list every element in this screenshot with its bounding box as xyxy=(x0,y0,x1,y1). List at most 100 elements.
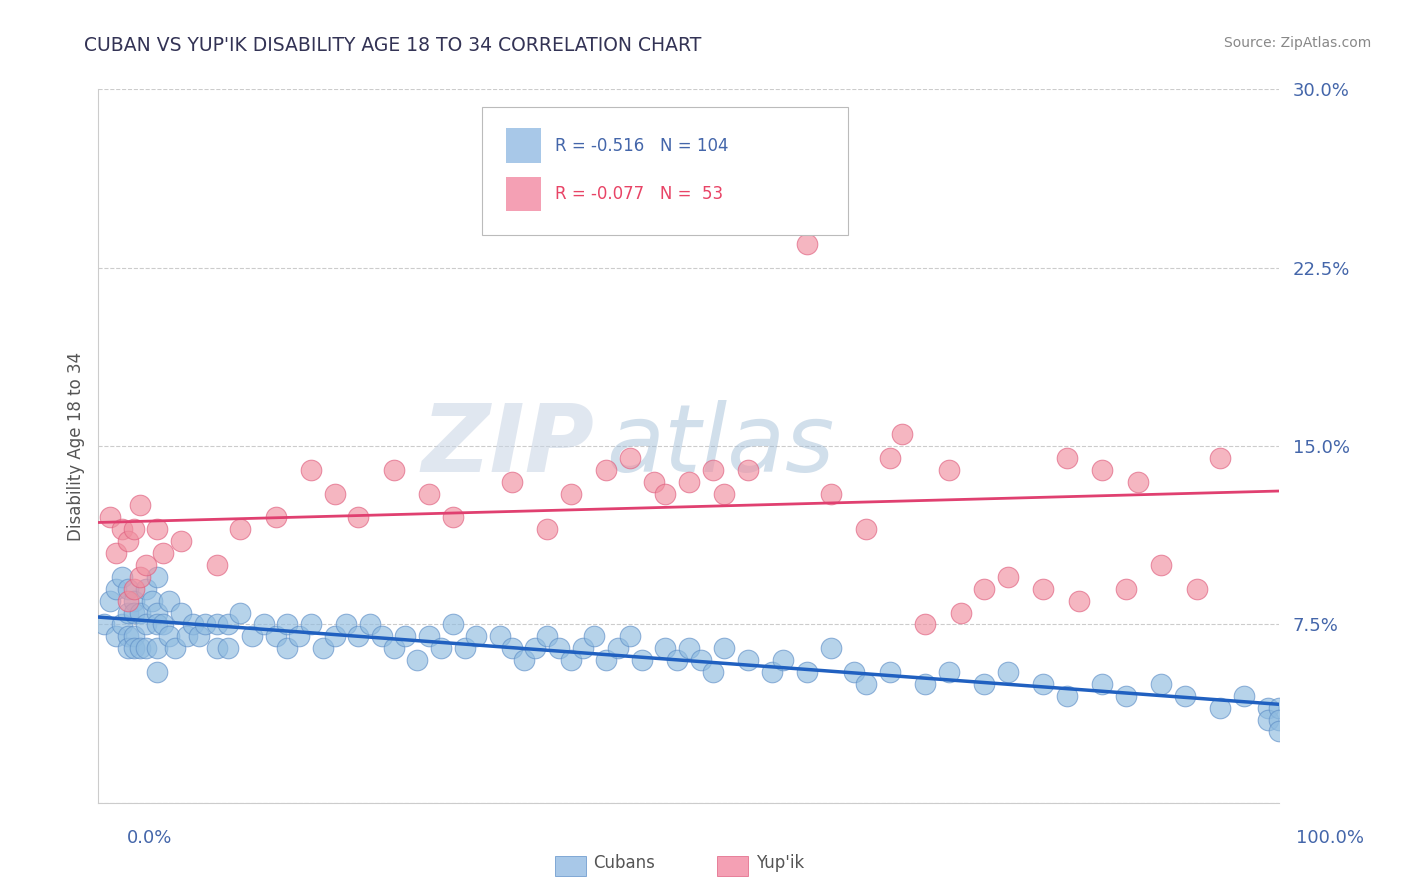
Point xyxy=(844,665,866,679)
Point xyxy=(299,617,322,632)
Point xyxy=(571,641,593,656)
Point xyxy=(111,570,134,584)
Text: 100.0%: 100.0% xyxy=(1296,830,1364,847)
Point xyxy=(583,629,606,643)
Point xyxy=(122,629,145,643)
Point xyxy=(855,522,877,536)
Point xyxy=(973,677,995,691)
Point xyxy=(135,558,157,572)
Point xyxy=(914,677,936,691)
Point xyxy=(702,665,724,679)
Point xyxy=(98,593,121,607)
Point xyxy=(205,558,228,572)
Point xyxy=(630,653,652,667)
Point xyxy=(772,653,794,667)
Point xyxy=(229,522,252,536)
Point xyxy=(595,653,617,667)
Point xyxy=(323,629,346,643)
Point xyxy=(276,641,298,656)
Point xyxy=(406,653,429,667)
Point xyxy=(737,653,759,667)
Point xyxy=(501,641,523,656)
Point xyxy=(128,499,150,513)
Point xyxy=(938,463,960,477)
Text: R = -0.077   N =  53: R = -0.077 N = 53 xyxy=(555,186,724,203)
Point xyxy=(98,510,121,524)
Point xyxy=(1268,724,1291,739)
Text: Cubans: Cubans xyxy=(593,855,655,872)
Point xyxy=(1209,450,1232,465)
Point xyxy=(157,593,180,607)
Point xyxy=(666,653,689,667)
Point xyxy=(713,486,735,500)
Point xyxy=(1268,700,1291,714)
Point xyxy=(240,629,263,643)
Point xyxy=(997,570,1019,584)
Point xyxy=(678,641,700,656)
Text: Source: ZipAtlas.com: Source: ZipAtlas.com xyxy=(1223,36,1371,50)
Point xyxy=(607,641,630,656)
Point xyxy=(146,570,169,584)
Point xyxy=(1257,713,1279,727)
Point xyxy=(117,606,139,620)
Point xyxy=(1032,677,1054,691)
Point xyxy=(187,629,209,643)
Point xyxy=(146,617,169,632)
Point xyxy=(512,653,534,667)
FancyBboxPatch shape xyxy=(506,177,541,211)
Point xyxy=(347,629,370,643)
Point xyxy=(997,665,1019,679)
Point xyxy=(737,463,759,477)
Point xyxy=(1150,677,1173,691)
Point xyxy=(1032,582,1054,596)
Point xyxy=(122,641,145,656)
Point xyxy=(453,641,475,656)
Point xyxy=(165,641,187,656)
Point xyxy=(181,617,204,632)
Point xyxy=(678,475,700,489)
Point xyxy=(264,510,287,524)
Point xyxy=(536,629,558,643)
Point xyxy=(176,629,198,643)
Point xyxy=(122,606,145,620)
Point xyxy=(1091,677,1114,691)
Point xyxy=(938,665,960,679)
Text: 0.0%: 0.0% xyxy=(127,830,172,847)
Point xyxy=(135,641,157,656)
Point xyxy=(170,606,193,620)
Point xyxy=(117,629,139,643)
Point xyxy=(619,629,641,643)
Point xyxy=(441,617,464,632)
Point xyxy=(217,617,239,632)
Point xyxy=(141,593,163,607)
Point xyxy=(152,546,174,560)
Point xyxy=(135,617,157,632)
Point xyxy=(382,463,405,477)
Point xyxy=(796,236,818,251)
Text: atlas: atlas xyxy=(606,401,835,491)
Point xyxy=(229,606,252,620)
Point xyxy=(890,427,912,442)
Point xyxy=(359,617,381,632)
Point xyxy=(122,593,145,607)
Point xyxy=(949,606,972,620)
Point xyxy=(117,534,139,549)
Point xyxy=(253,617,276,632)
Point xyxy=(217,641,239,656)
Point xyxy=(879,450,901,465)
Point xyxy=(117,593,139,607)
Point xyxy=(1056,689,1078,703)
Point xyxy=(288,629,311,643)
Point xyxy=(418,629,440,643)
Point xyxy=(105,629,128,643)
Point xyxy=(654,486,676,500)
Point xyxy=(654,641,676,656)
Point xyxy=(702,463,724,477)
Point xyxy=(105,546,128,560)
Point xyxy=(1233,689,1256,703)
Point xyxy=(194,617,217,632)
Point xyxy=(299,463,322,477)
Text: R = -0.516   N = 104: R = -0.516 N = 104 xyxy=(555,136,728,154)
Point xyxy=(117,582,139,596)
Point xyxy=(93,617,115,632)
